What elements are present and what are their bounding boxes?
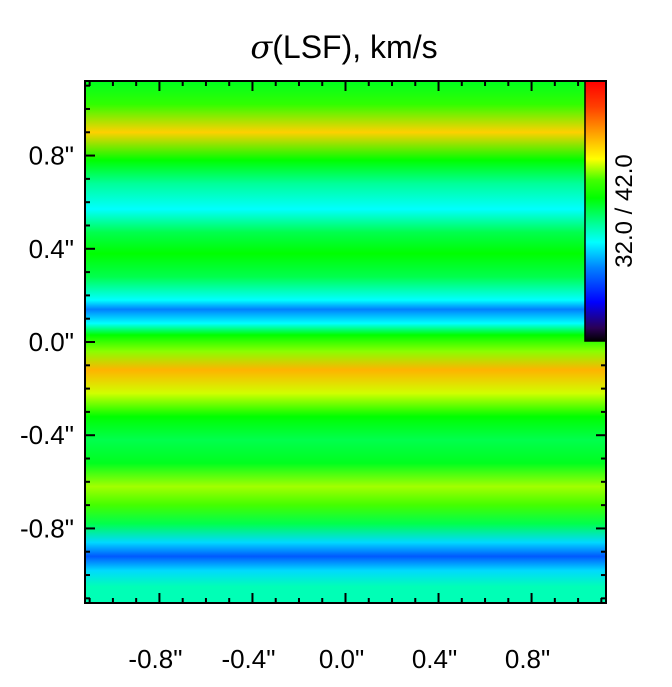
y-tick-label: 0.0" — [29, 327, 74, 357]
plot-frame — [84, 80, 607, 604]
y-tick-label: -0.8" — [20, 513, 74, 543]
y-tick-label: 0.8" — [29, 141, 74, 171]
x-tick-label: -0.8" — [128, 644, 182, 674]
x-tick-label: 0.0" — [319, 644, 364, 674]
chart-title-text: (LSF), km/s — [272, 29, 437, 65]
y-tick-label: 0.4" — [29, 234, 74, 264]
colorbar-label: 32.0 / 42.0 — [611, 154, 638, 267]
y-tick-label: -0.4" — [20, 420, 74, 450]
chart-title-symbol: σ — [250, 28, 273, 66]
x-tick-label: -0.4" — [221, 644, 275, 674]
chart-title: σ(LSF), km/s — [250, 28, 437, 66]
heatmap-field — [85, 81, 606, 603]
x-tick-label: 0.4" — [412, 644, 457, 674]
axis-tick-labels: -0.8" -0.4" 0.0" 0.4" 0.8" 0.8" 0.4" 0.0" -0.4" -… — [20, 141, 550, 674]
x-tick-label: 0.8" — [505, 644, 550, 674]
colorbar — [584, 80, 607, 342]
